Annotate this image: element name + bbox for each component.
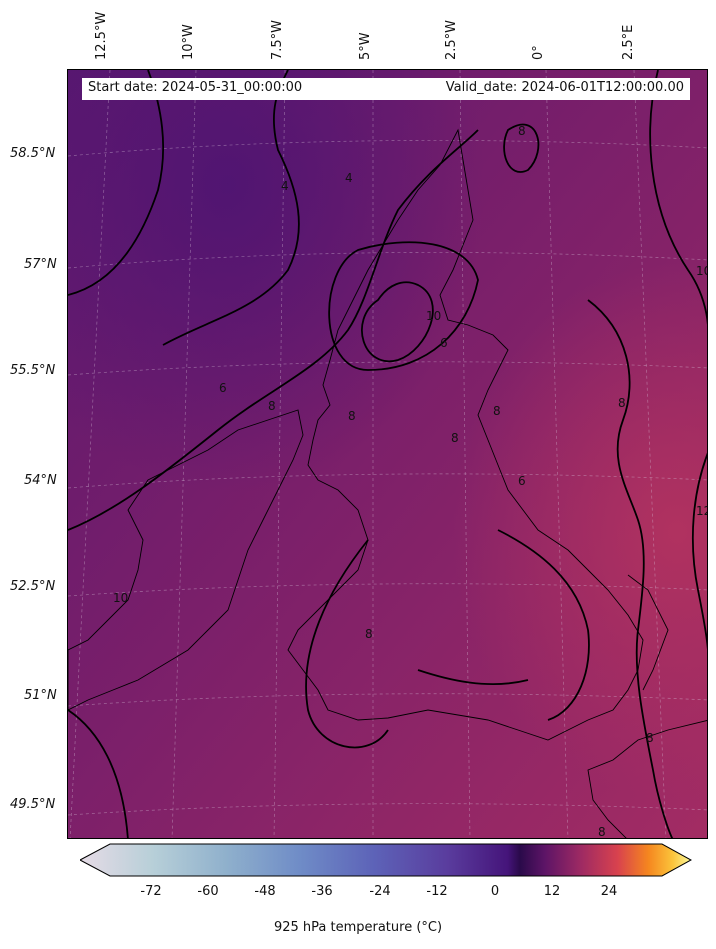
lon-tick-label: 10°W — [181, 24, 196, 60]
contour-label: 4 — [345, 171, 353, 185]
lon-tick-label: 12.5°W — [94, 11, 109, 60]
colorbar-tick-label: 0 — [490, 884, 500, 899]
contour-label: 8 — [618, 396, 626, 410]
colorbar-tick-label: -72 — [140, 884, 162, 899]
lat-tick-label: 57°N — [24, 257, 57, 272]
contour-label: 8 — [451, 431, 459, 445]
lat-tick-label: 58.5°N — [10, 146, 56, 161]
colorbar-label: 925 hPa temperature (°C) — [273, 920, 443, 935]
map-panel: 4 4 6 6 6 8 8 8 8 8 8 8 8 8 10 10 10 12 — [67, 69, 708, 839]
contour-label: 10 — [426, 309, 441, 323]
colorbar-svg — [78, 843, 693, 877]
contour-label-group: 4 4 6 6 6 8 8 8 8 8 8 8 8 8 10 10 10 12 — [113, 124, 708, 839]
colorbar-tick-label: 24 — [600, 884, 618, 899]
lon-tick-label: 0° — [531, 45, 546, 60]
contour-label: 8 — [598, 825, 606, 839]
colorbar-tick-label: -60 — [197, 884, 219, 899]
contour-label: 12 — [696, 504, 708, 518]
lat-tick-label: 55.5°N — [10, 363, 56, 378]
colorbar-tick-label: -48 — [254, 884, 276, 899]
start-date-text: Start date: 2024-05-31_00:00:00 — [88, 80, 303, 95]
valid-date-text: Valid_date: 2024-06-01T12:00:00.00 — [445, 80, 684, 95]
lon-tick-label: 2.5°E — [621, 24, 636, 60]
lon-tick-label: 2.5°W — [444, 19, 459, 60]
temperature-contours — [68, 70, 707, 838]
lat-tick-label: 49.5°N — [10, 797, 56, 812]
date-header: Start date: 2024-05-31_00:00:00 Valid_da… — [82, 78, 690, 100]
graticule — [68, 70, 707, 838]
contour-label: 10 — [113, 591, 128, 605]
contour-label: 8 — [348, 409, 356, 423]
lat-tick-label: 52.5°N — [10, 579, 56, 594]
lat-tick-label: 54°N — [24, 473, 57, 488]
contour-label: 6 — [219, 381, 227, 395]
contour-label: 8 — [646, 731, 654, 745]
contour-label: 6 — [518, 474, 526, 488]
lat-tick-label: 51°N — [24, 688, 57, 703]
contour-label: 8 — [365, 627, 373, 641]
contour-label: 6 — [440, 336, 448, 350]
colorbar — [78, 843, 693, 877]
colorbar-tick-label: 12 — [543, 884, 561, 899]
contour-label: 4 — [281, 179, 289, 193]
lon-tick-label: 5°W — [358, 32, 373, 60]
contour-label: 8 — [493, 404, 501, 418]
map-svg: 4 4 6 6 6 8 8 8 8 8 8 8 8 8 10 10 10 12 — [68, 70, 708, 839]
colorbar-gradient — [78, 843, 693, 877]
colorbar-tick-label: -24 — [369, 884, 391, 899]
contour-label: 8 — [268, 399, 276, 413]
lon-tick-label: 7.5°W — [270, 19, 285, 60]
colorbar-tick-label: -36 — [311, 884, 333, 899]
cold-region — [68, 70, 707, 838]
contour-label: 10 — [696, 264, 708, 278]
colorbar-tick-label: -12 — [426, 884, 448, 899]
contour-label: 8 — [518, 124, 526, 138]
